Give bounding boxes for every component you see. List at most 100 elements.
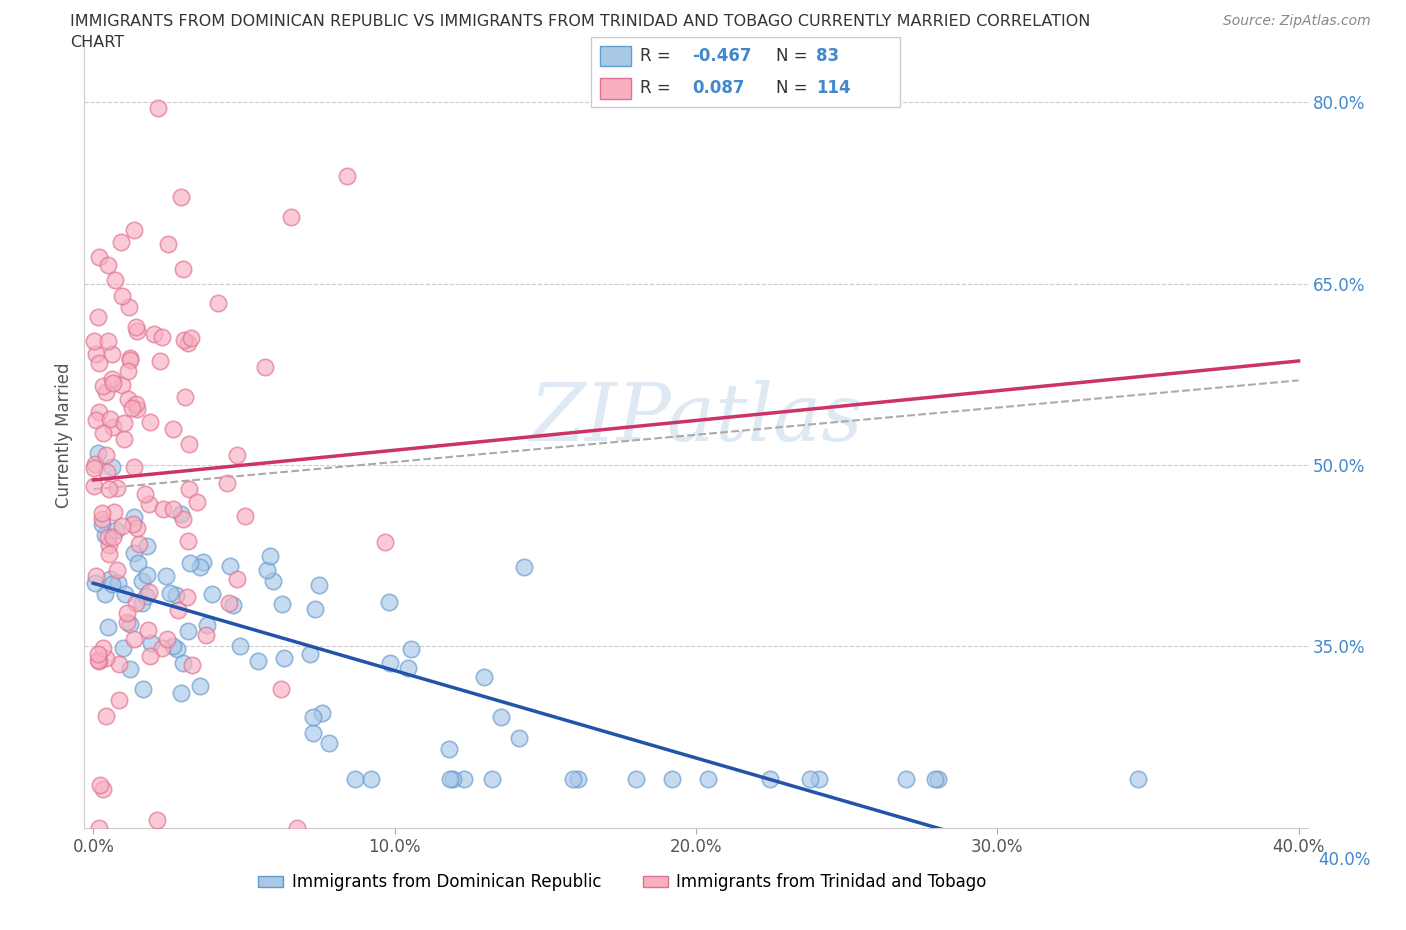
Point	[91, 426, 114, 441]
Point	[626, 772, 648, 787]
Point	[176, 590, 198, 604]
Point	[87, 654, 110, 669]
Point	[111, 289, 134, 304]
Point	[188, 678, 211, 693]
Point	[399, 642, 422, 657]
Point	[91, 640, 114, 655]
Point	[924, 772, 946, 787]
Point	[190, 559, 212, 574]
Point	[104, 272, 127, 287]
Point	[105, 481, 128, 496]
Text: Source: ZipAtlas.com: Source: ZipAtlas.com	[1223, 14, 1371, 28]
Point	[177, 481, 200, 496]
Point	[162, 501, 184, 516]
Point	[117, 605, 139, 620]
Point	[336, 168, 359, 183]
Point	[247, 654, 270, 669]
Point	[108, 693, 131, 708]
Point	[87, 310, 110, 325]
Point	[262, 574, 284, 589]
Point	[89, 820, 111, 835]
Point	[118, 351, 141, 365]
Point	[193, 554, 215, 569]
Point	[97, 619, 120, 634]
Point	[107, 576, 129, 591]
Point	[513, 560, 536, 575]
Point	[120, 352, 142, 367]
Point	[304, 602, 326, 617]
Point	[134, 487, 156, 502]
Point	[758, 772, 780, 787]
Point	[256, 563, 278, 578]
Point	[172, 512, 194, 526]
Point	[89, 777, 111, 792]
Point	[225, 447, 247, 462]
Point	[121, 400, 143, 415]
Point	[93, 587, 115, 602]
Point	[122, 460, 145, 475]
Point	[87, 445, 110, 460]
Point	[181, 658, 204, 672]
Point	[180, 330, 202, 345]
FancyBboxPatch shape	[591, 37, 900, 107]
Point	[131, 596, 153, 611]
Point	[233, 509, 256, 524]
Point	[152, 501, 174, 516]
Point	[156, 236, 179, 251]
Legend: Immigrants from Dominican Republic, Immigrants from Trinidad and Tobago: Immigrants from Dominican Republic, Immi…	[252, 867, 994, 898]
Point	[91, 506, 114, 521]
Point	[122, 222, 145, 237]
Point	[108, 657, 131, 671]
Point	[222, 598, 245, 613]
Point	[441, 772, 464, 787]
Text: 40.0%: 40.0%	[1319, 851, 1371, 869]
Point	[139, 636, 162, 651]
Point	[101, 529, 124, 544]
Point	[118, 616, 141, 631]
Point	[127, 556, 149, 571]
Point	[311, 706, 333, 721]
Point	[135, 589, 157, 604]
Point	[131, 681, 153, 696]
Point	[114, 586, 136, 601]
Text: CHART: CHART	[70, 35, 124, 50]
Point	[146, 101, 169, 116]
Point	[661, 772, 683, 787]
Point	[159, 586, 181, 601]
Text: 114: 114	[817, 79, 851, 97]
Point	[84, 569, 107, 584]
Point	[124, 510, 146, 525]
Point	[280, 209, 302, 224]
Text: R =: R =	[640, 47, 676, 65]
Point	[186, 494, 208, 509]
Point	[139, 648, 162, 663]
Point	[207, 296, 229, 311]
Point	[229, 639, 252, 654]
Point	[131, 574, 153, 589]
Point	[195, 618, 218, 632]
Point	[111, 519, 134, 534]
Point	[225, 572, 247, 587]
FancyBboxPatch shape	[600, 46, 631, 67]
Point	[162, 422, 184, 437]
Point	[149, 353, 172, 368]
Point	[91, 781, 114, 796]
Point	[105, 563, 128, 578]
Point	[344, 772, 367, 787]
Point	[172, 262, 194, 277]
Point	[561, 772, 583, 787]
Point	[271, 597, 294, 612]
Point	[170, 685, 193, 700]
Point	[360, 772, 382, 787]
Point	[121, 517, 143, 532]
Point	[84, 457, 107, 472]
Point	[98, 412, 121, 427]
Point	[87, 250, 110, 265]
Point	[104, 523, 127, 538]
Point	[177, 436, 200, 451]
Point	[84, 346, 107, 361]
Text: ZIPatlas: ZIPatlas	[529, 380, 863, 458]
Point	[1126, 772, 1149, 787]
Point	[125, 320, 148, 335]
Point	[170, 189, 193, 204]
